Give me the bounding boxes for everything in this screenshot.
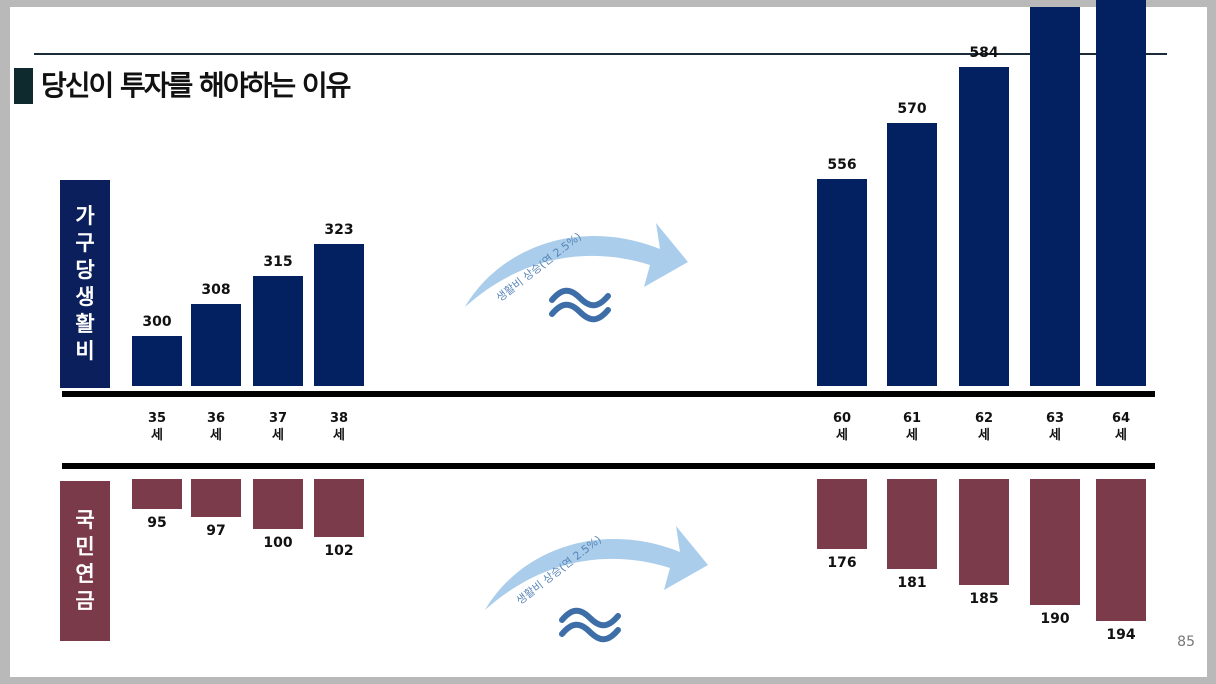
living-cost-char: 생	[75, 285, 95, 309]
age-number: 38	[329, 411, 349, 426]
arrow-shape	[485, 526, 708, 610]
living-cost-bar	[253, 276, 303, 386]
pension-bar	[959, 479, 1009, 585]
pension-bar	[817, 479, 867, 549]
pension-bar	[253, 479, 303, 529]
page-number: 85	[1177, 634, 1195, 650]
age-number: 37	[268, 411, 288, 426]
age-number: 63	[1045, 411, 1065, 426]
living-cost-value: 308	[201, 282, 231, 298]
pension-value: 95	[147, 515, 167, 531]
pension-value: 97	[206, 523, 226, 539]
upper-baseline	[62, 391, 1155, 397]
age-label: 37 세	[253, 410, 303, 444]
pension-bar	[191, 479, 241, 517]
living-cost-bar	[314, 244, 364, 386]
pension-bar	[314, 479, 364, 537]
living-cost-char: 비	[75, 339, 95, 363]
pension-label: 국 민 연 금	[60, 481, 110, 641]
living-cost-value: 556	[827, 157, 857, 173]
living-cost-char: 구	[75, 231, 95, 255]
pension-value: 185	[969, 591, 999, 607]
age-unit: 세	[333, 428, 345, 443]
age-number: 61	[902, 411, 922, 426]
living-cost-value: 323	[324, 222, 354, 238]
pension-char: 국	[75, 508, 95, 532]
pension-char: 금	[75, 589, 95, 613]
age-unit: 세	[1115, 428, 1127, 443]
living-cost-value: 584	[969, 45, 999, 61]
age-unit: 세	[151, 428, 163, 443]
living-cost-value: 599	[1025, 0, 1085, 1]
living-cost-char: 당	[75, 258, 95, 282]
age-number: 60	[832, 411, 852, 426]
pension-bar	[1030, 479, 1080, 605]
living-cost-value: 570	[897, 101, 927, 117]
age-number: 35	[147, 411, 167, 426]
pension-bar	[1096, 479, 1146, 621]
living-cost-bar	[887, 123, 937, 386]
age-label: 61 세	[887, 410, 937, 444]
pension-char: 민	[75, 535, 95, 559]
pension-bar	[887, 479, 937, 569]
living-cost-bar	[1030, 7, 1080, 386]
page-title: 당신이 투자를 해야하는 이유	[41, 69, 351, 102]
age-number: 36	[206, 411, 226, 426]
age-label: 38 세	[314, 410, 364, 444]
age-label: 62 세	[959, 410, 1009, 444]
increase-arrow-bottom: 생활비 상승(연 2.5%)	[485, 526, 708, 610]
living-cost-bar	[132, 336, 182, 386]
lower-baseline	[62, 463, 1155, 469]
pension-value: 181	[897, 575, 927, 591]
age-label: 36 세	[191, 410, 241, 444]
age-label: 64 세	[1096, 410, 1146, 444]
living-cost-value: 315	[263, 254, 293, 270]
pension-value: 102	[324, 543, 354, 559]
age-label: 60 세	[817, 410, 867, 444]
pension-value: 100	[263, 535, 293, 551]
age-unit: 세	[210, 428, 222, 443]
top-divider	[34, 53, 1167, 55]
pension-bar	[132, 479, 182, 509]
age-unit: 세	[978, 428, 990, 443]
age-number: 62	[974, 411, 994, 426]
slide: 당신이 투자를 해야하는 이유 가 구 당 생 활 비 국 민 연 금 생활비 …	[10, 0, 1207, 677]
living-cost-bar	[191, 304, 241, 386]
age-label: 63 세	[1030, 410, 1080, 444]
pension-value: 194	[1106, 627, 1136, 643]
living-cost-bar	[817, 179, 867, 386]
living-cost-label: 가 구 당 생 활 비	[60, 180, 110, 388]
axis-break-icon	[559, 607, 621, 643]
age-number: 64	[1111, 411, 1131, 426]
title-marker	[14, 68, 33, 104]
living-cost-value: 300	[142, 314, 172, 330]
pension-value: 190	[1040, 611, 1070, 627]
arrow-shape	[465, 223, 688, 307]
age-unit: 세	[906, 428, 918, 443]
living-cost-char: 활	[75, 312, 95, 336]
living-cost-bar	[959, 67, 1009, 386]
pension-value: 176	[827, 555, 857, 571]
living-cost-char: 가	[75, 204, 95, 228]
age-unit: 세	[1049, 428, 1061, 443]
axis-break-icon	[549, 287, 611, 323]
living-cost-bar	[1096, 0, 1146, 386]
pension-char: 연	[75, 562, 95, 586]
age-label: 35 세	[132, 410, 182, 444]
age-unit: 세	[836, 428, 848, 443]
age-unit: 세	[272, 428, 284, 443]
